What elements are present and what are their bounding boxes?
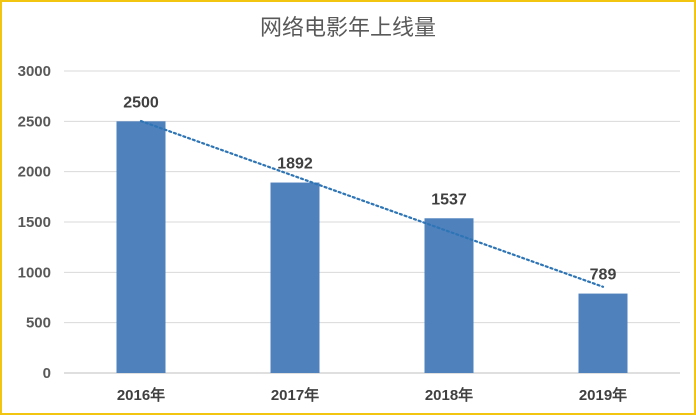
bars [116,121,628,373]
data-label: 2500 [123,94,159,111]
y-tick-label: 2500 [18,113,51,130]
data-label: 1537 [431,191,467,208]
bar [424,218,474,373]
trendline-layer [139,119,605,288]
x-tick-label: 2018年 [425,386,473,404]
bar [578,293,628,373]
y-tick-label: 1000 [18,264,51,281]
x-tick-label: 2016年 [117,386,165,404]
gridlines [64,70,680,374]
chart-title: 网络电影年上线量 [260,16,436,41]
y-tick-label: 0 [43,365,51,382]
bar [116,121,166,373]
x-tick-label: 2017年 [271,386,319,404]
y-tick-label: 2000 [18,164,51,181]
y-tick-label: 3000 [18,63,51,80]
y-tick-label: 1500 [18,214,51,231]
data-label: 1892 [277,156,313,173]
trendline [139,119,605,288]
x-tick-label: 2019年 [579,386,627,404]
x-axis-ticks: 2016年 2017年 2018年 2019年 [117,386,627,404]
data-labels: 2500 1892 1537 789 [123,94,616,283]
data-label: 789 [590,267,617,284]
bar [270,182,320,373]
y-axis-ticks: 0 500 1000 1500 2000 2500 3000 [18,63,51,382]
y-tick-label: 500 [26,315,51,332]
